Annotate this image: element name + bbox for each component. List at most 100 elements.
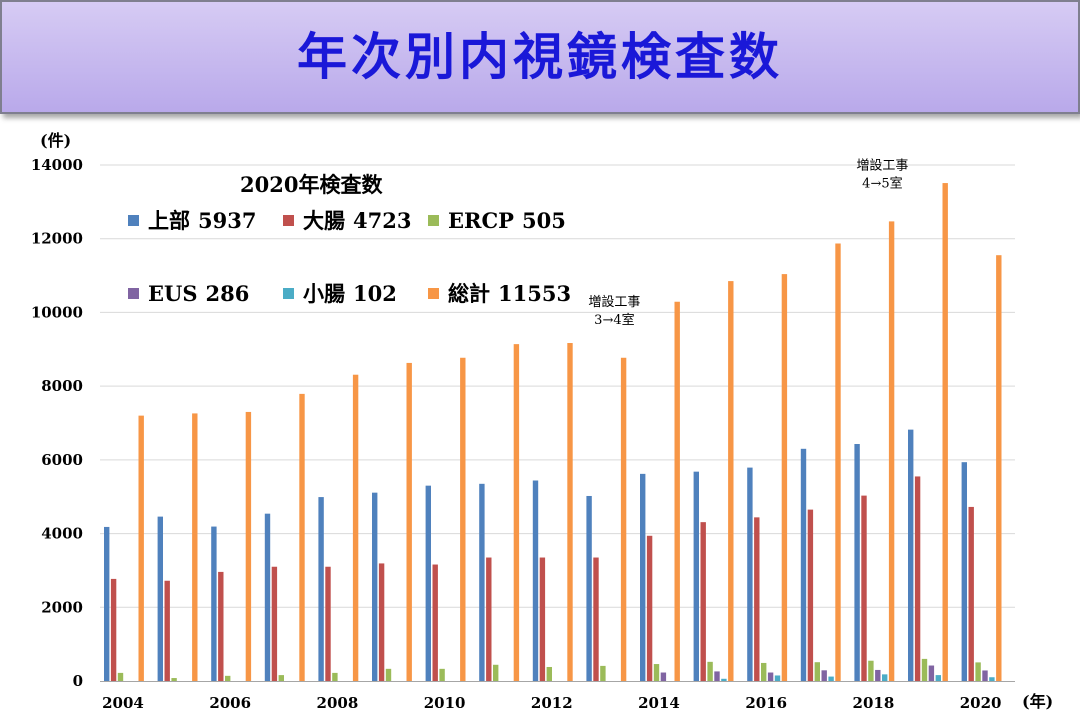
bar bbox=[432, 564, 438, 681]
bar bbox=[157, 516, 163, 681]
bar bbox=[271, 566, 278, 681]
bar bbox=[171, 678, 177, 681]
annotation-line2: 4→5室 bbox=[862, 175, 902, 191]
x-tick-label: 2008 bbox=[317, 694, 359, 712]
bar bbox=[425, 485, 431, 681]
legend-series-name: EUS bbox=[148, 281, 198, 306]
bar bbox=[138, 415, 144, 681]
bar bbox=[332, 672, 338, 681]
y-tick-label: 6000 bbox=[41, 451, 83, 469]
bar bbox=[299, 393, 305, 681]
bar bbox=[493, 664, 499, 681]
bar bbox=[532, 480, 539, 681]
bar bbox=[439, 668, 445, 681]
bar bbox=[800, 448, 807, 681]
legend-swatch bbox=[128, 288, 139, 299]
bar bbox=[460, 357, 466, 681]
y-tick-label: 8000 bbox=[41, 377, 83, 395]
y-tick-label: 2000 bbox=[41, 598, 83, 616]
bar bbox=[747, 467, 753, 681]
annotation-line1: 増設工事 bbox=[588, 294, 640, 310]
legend-series-name: 小腸 bbox=[303, 281, 345, 306]
x-tick-label: 2020 bbox=[960, 694, 1002, 712]
bar bbox=[814, 662, 820, 681]
legend-entry: EUS 286 bbox=[148, 281, 249, 306]
bar bbox=[600, 665, 606, 681]
legend-entry: 大腸 4723 bbox=[303, 208, 411, 233]
bar bbox=[767, 672, 774, 681]
bar bbox=[104, 526, 110, 681]
bar bbox=[821, 670, 827, 681]
bar bbox=[707, 661, 713, 681]
bar bbox=[546, 666, 552, 681]
y-unit-label: (件) bbox=[40, 131, 71, 150]
x-tick-label: 2006 bbox=[209, 694, 251, 712]
bar bbox=[264, 513, 271, 681]
legend-series-name: 総計 bbox=[448, 281, 490, 306]
legend-swatch bbox=[283, 215, 294, 226]
legend-entry: ERCP 505 bbox=[448, 208, 566, 233]
legend-series-name: 大腸 bbox=[303, 208, 345, 233]
bar bbox=[325, 566, 331, 681]
y-tick-label: 4000 bbox=[41, 525, 83, 543]
y-tick-label: 14000 bbox=[31, 156, 83, 174]
bar bbox=[117, 672, 124, 681]
bar bbox=[807, 509, 814, 681]
bar bbox=[385, 668, 392, 681]
bar bbox=[854, 444, 860, 681]
bar bbox=[406, 362, 412, 681]
bar bbox=[486, 557, 492, 681]
bar bbox=[714, 671, 720, 681]
bar bbox=[539, 557, 546, 681]
bar bbox=[352, 374, 359, 681]
bar bbox=[372, 492, 378, 681]
gridlines bbox=[100, 164, 1015, 608]
bar bbox=[968, 506, 974, 681]
annotations: 増設工事 3→4室 増設工事 4→5室 bbox=[588, 157, 908, 327]
bar bbox=[996, 255, 1002, 681]
bar bbox=[928, 665, 935, 681]
bar bbox=[989, 677, 995, 681]
bar bbox=[875, 669, 881, 681]
bar bbox=[245, 411, 252, 681]
bar bbox=[835, 243, 841, 681]
bar bbox=[567, 343, 573, 681]
legend-swatch bbox=[283, 288, 294, 299]
bar bbox=[620, 357, 627, 681]
annotation-line1: 増設工事 bbox=[856, 157, 908, 173]
bar bbox=[914, 476, 921, 681]
bar bbox=[828, 676, 834, 681]
x-tick-label: 2010 bbox=[424, 694, 466, 712]
bar bbox=[640, 473, 646, 681]
bar bbox=[888, 221, 895, 682]
bar bbox=[861, 495, 867, 681]
bar bbox=[660, 672, 667, 681]
bar bbox=[110, 578, 117, 681]
legend-swatch bbox=[428, 215, 439, 226]
legend-series-name: ERCP bbox=[448, 208, 514, 233]
annotation-line2: 3→4室 bbox=[594, 312, 634, 328]
legend-series-value: 505 bbox=[522, 208, 566, 233]
bar bbox=[479, 483, 485, 681]
x-axis: 2004 2006 2008 2010 2012 2014 2016 2018 2020 (年) bbox=[100, 681, 1053, 712]
legend-swatch bbox=[428, 288, 439, 299]
legend-series-value: 4723 bbox=[353, 208, 411, 233]
bar bbox=[868, 660, 874, 681]
page-title: 年次別内視鏡検査数 bbox=[297, 28, 783, 86]
bar bbox=[700, 522, 706, 681]
bar bbox=[761, 662, 767, 681]
legend-series-value: 286 bbox=[206, 281, 250, 306]
x-tick-label: 2004 bbox=[102, 694, 144, 712]
bar bbox=[921, 658, 928, 681]
y-tick-label: 12000 bbox=[31, 230, 83, 248]
bar bbox=[318, 497, 324, 681]
bar bbox=[646, 535, 653, 681]
bar bbox=[774, 675, 781, 681]
bar bbox=[961, 462, 967, 681]
bar bbox=[942, 183, 948, 681]
bar bbox=[754, 517, 760, 681]
bar bbox=[593, 557, 599, 681]
bar bbox=[211, 526, 217, 681]
